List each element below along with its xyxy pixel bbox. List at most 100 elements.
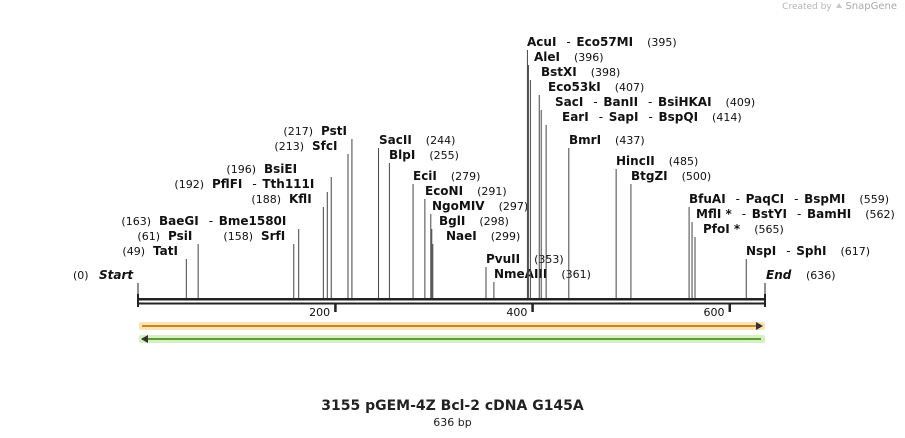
site-position-label: (188) — [251, 193, 281, 206]
site-name: BspMI — [804, 192, 845, 206]
site-name: PstI — [321, 124, 347, 138]
site-tati[interactable]: (49) TatI — [122, 244, 187, 298]
site-name: BglI — [439, 214, 465, 228]
site-psii[interactable]: (61) PsiI — [137, 229, 199, 298]
site-psti[interactable]: (217) PstI — [283, 124, 353, 298]
dna-backbone — [137, 294, 766, 307]
site-nmeaiii[interactable]: NmeAIII (361) — [493, 267, 591, 298]
site-position-label: (395) — [647, 36, 677, 49]
created-by-text: Created by — [782, 2, 832, 12]
snapgene-logo-icon — [835, 3, 842, 8]
site-name: SacI — [555, 95, 583, 109]
axis-tick-600 — [728, 304, 732, 312]
site-name: BlpI — [389, 148, 415, 162]
site-name: AcuI — [527, 35, 556, 49]
site-name-separator: - — [786, 244, 790, 258]
site-btgzi[interactable]: BtgZI (500) — [630, 169, 712, 298]
site-name: SapI — [609, 110, 639, 124]
site-econi[interactable]: EcoNI (291) — [424, 184, 507, 298]
site-position-label: (361) — [561, 268, 591, 281]
map-length: 636 bp — [433, 416, 472, 429]
site-name: PfoI * — [703, 222, 741, 236]
axis-tick-400 — [531, 304, 534, 312]
site-name: EcoNI — [425, 184, 463, 198]
site-name-separator: - — [593, 95, 597, 109]
start-label: Start — [99, 268, 134, 282]
site-pfoi[interactable]: PfoI * (565) — [694, 222, 784, 298]
site-saci[interactable]: SacI - BanII - BsiHKAI (409) — [540, 95, 756, 298]
site-name: BanII — [603, 95, 638, 109]
site-nspi[interactable]: NspI - SphI (617) — [745, 244, 871, 298]
site-ecii[interactable]: EciI (279) — [412, 169, 481, 298]
site-baegi[interactable]: (163) BaeGI - Bme1580I — [121, 214, 300, 298]
site-alei[interactable]: AleI (396) — [527, 50, 604, 298]
site-position-label: (192) — [174, 178, 204, 191]
site-name: EciI — [413, 169, 437, 183]
site-pflfi[interactable]: (192) PflFI - Tth111I — [174, 177, 328, 298]
site-position-label: (414) — [712, 111, 742, 124]
site-bsiei[interactable]: (196) BsiEI — [226, 162, 332, 298]
site-position-label: (559) — [859, 193, 889, 206]
site-name: PvuII — [486, 252, 520, 266]
site-bfuai[interactable]: BfuAI - PaqCI - BspMI (559) — [688, 192, 889, 298]
axis-tick-200 — [334, 304, 337, 312]
site-bgli[interactable]: BglI (298) — [431, 214, 509, 298]
site-position-label: (163) — [121, 215, 151, 228]
linear-map: 200 400 600 (0) Start End (636) (49) TatI(61) Psi… — [73, 35, 895, 343]
snapgene-branding: Created by SnapGene — [782, 1, 897, 12]
site-name: BsiEI — [264, 162, 297, 176]
site-name: Eco53kI — [548, 80, 601, 94]
site-name: Bme1580I — [219, 214, 287, 228]
site-name: Eco57MI — [576, 35, 633, 49]
site-bstxi[interactable]: BstXI (398) — [529, 65, 620, 298]
axis-tick-label-200: 200 — [309, 306, 330, 319]
site-name-separator: - — [736, 192, 740, 206]
reverse-feature[interactable] — [139, 335, 765, 343]
site-kfli[interactable]: (188) KflI — [251, 192, 324, 298]
site-ngomiv[interactable]: NgoMIV (297) — [430, 199, 528, 298]
site-sacii[interactable]: SacII (244) — [378, 133, 456, 298]
site-position-label: (255) — [429, 149, 459, 162]
site-position-label: (565) — [754, 223, 784, 236]
site-hincii[interactable]: HincII (485) — [615, 154, 699, 298]
site-name: BstXI — [541, 65, 577, 79]
end-position-label: (636) — [806, 269, 836, 282]
site-srfi[interactable]: (158) SrfI — [223, 229, 295, 298]
site-name: SphI — [796, 244, 826, 258]
site-position-label: (437) — [615, 134, 645, 147]
forward-feature[interactable] — [139, 322, 765, 330]
site-position-label: (409) — [726, 96, 756, 109]
site-position-label: (49) — [122, 245, 145, 258]
site-name-separator: - — [648, 110, 652, 124]
site-name-separator: - — [209, 214, 213, 228]
site-position-label: (407) — [615, 81, 645, 94]
site-name: SfcI — [312, 139, 337, 153]
end-label: End — [766, 268, 792, 282]
site-name: HincII — [616, 154, 655, 168]
site-name: NmeAIII — [494, 267, 547, 281]
site-name: NspI — [746, 244, 776, 258]
site-acui[interactable]: AcuI - Eco57MI (395) — [526, 35, 677, 298]
site-sfci[interactable]: (213) SfcI — [274, 139, 349, 298]
site-bmri[interactable]: BmrI (437) — [568, 133, 645, 298]
site-position-label: (562) — [865, 208, 895, 221]
site-position-label: (279) — [451, 170, 481, 183]
site-blpi[interactable]: BlpI (255) — [388, 148, 459, 298]
site-mfli[interactable]: MflI * - BstYI - BamHI (562) — [691, 207, 895, 298]
snapgene-product-text: SnapGene — [845, 1, 897, 12]
site-position-label: (396) — [574, 51, 604, 64]
site-name: BmrI — [569, 133, 601, 147]
site-name: BstYI — [752, 207, 787, 221]
site-name: NgoMIV — [432, 199, 485, 213]
site-name: SrfI — [261, 229, 285, 243]
site-naei[interactable]: NaeI (299) — [432, 229, 521, 298]
site-position-label: (217) — [283, 125, 313, 138]
site-name: BtgZI — [631, 169, 668, 183]
site-position-label: (617) — [841, 245, 871, 258]
site-eari[interactable]: EarI - SapI - BspQI (414) — [545, 110, 742, 298]
site-position-label: (244) — [426, 134, 456, 147]
site-position-label: (500) — [682, 170, 712, 183]
site-name: AleI — [534, 50, 560, 64]
site-position-label: (485) — [669, 155, 699, 168]
site-eco53ki[interactable]: Eco53kI (407) — [538, 80, 645, 298]
